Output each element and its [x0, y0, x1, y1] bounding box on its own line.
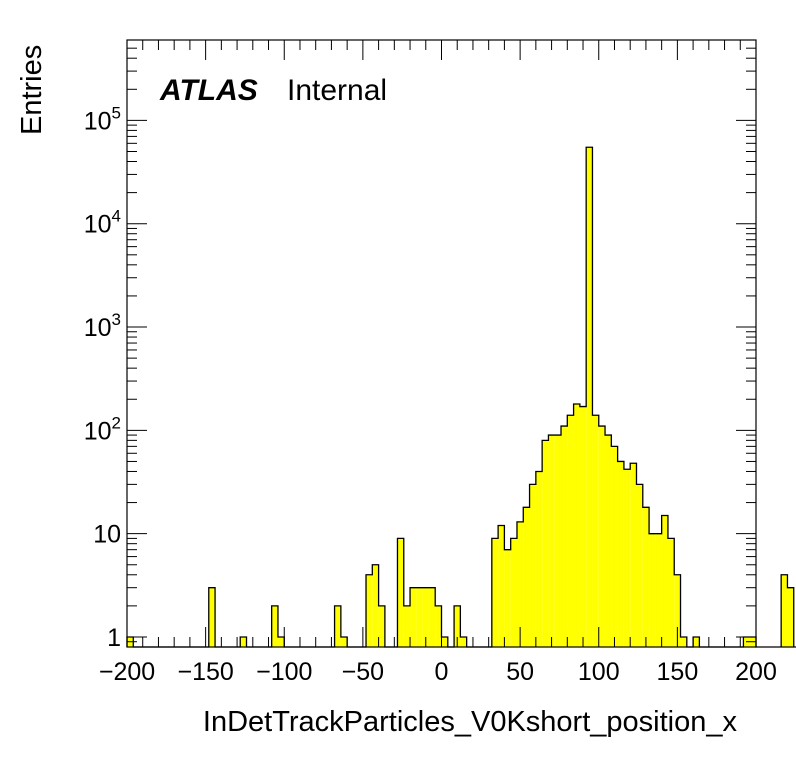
y-tick-label: 1: [107, 624, 121, 652]
histogram-bar: [535, 471, 543, 647]
histogram-bar: [661, 515, 668, 647]
histogram-bar: [403, 605, 411, 647]
histogram-bar: [454, 605, 461, 647]
histogram-bar: [674, 574, 681, 647]
histogram-bar: [579, 406, 587, 647]
histogram-bar: [787, 587, 794, 647]
histogram-outline: [126, 146, 796, 648]
histogram-bar: [510, 538, 517, 647]
histogram-bar: [410, 587, 417, 647]
histogram-bar: [422, 587, 429, 647]
axis-ticks: [126, 39, 757, 648]
histogram-bar: [372, 564, 379, 647]
histogram-bar: [460, 636, 467, 647]
x-tick-label: 200: [735, 658, 777, 686]
histogram-bar: [561, 426, 568, 647]
histogram-bar: [554, 435, 562, 647]
y-tick-label: 103: [84, 310, 121, 342]
histogram-bar: [428, 587, 436, 647]
x-axis-title: InDetTrackParticles_V0Kshort_position_x: [203, 706, 738, 738]
internal-label: Internal: [287, 74, 387, 107]
histogram-bar: [491, 538, 499, 647]
y-tick-label: 104: [84, 207, 121, 239]
histogram-bar: [605, 435, 612, 647]
x-tick-label: 100: [578, 658, 620, 686]
histogram-bar: [542, 440, 549, 647]
histogram-bar: [240, 636, 247, 647]
histogram-bar: [334, 605, 341, 647]
atlas-label: ATLAS: [159, 74, 258, 107]
x-tick-label: −200: [99, 658, 155, 686]
x-tick-label: 50: [506, 658, 534, 686]
x-tick-label: −150: [177, 658, 233, 686]
histogram-bar: [781, 574, 788, 647]
histogram-bar: [655, 533, 662, 647]
histogram-bar: [529, 484, 536, 647]
histogram-bar: [378, 605, 385, 647]
x-tick-label: 150: [657, 658, 699, 686]
histogram-bar: [516, 521, 524, 647]
histogram-bar: [636, 484, 643, 647]
x-tick-label: 0: [435, 658, 449, 686]
y-tick-label: 10: [93, 521, 121, 549]
histogram-bar: [208, 587, 216, 647]
histogram-bar: [598, 426, 606, 647]
histogram-bar: [667, 538, 675, 647]
histogram-bar: [397, 538, 404, 647]
y-tick-label: 102: [84, 413, 121, 445]
histogram-bar: [617, 461, 624, 647]
histogram-bar: [680, 636, 687, 647]
histogram-bar: [586, 147, 593, 648]
histogram-bar: [592, 415, 599, 647]
histogram-bar: [435, 605, 442, 647]
y-tick-label: 105: [84, 103, 121, 135]
x-tick-label: −50: [342, 658, 384, 686]
histogram-bar: [416, 587, 423, 647]
histogram-bar: [693, 636, 700, 647]
histogram-bar: [441, 636, 448, 647]
histogram-bar: [498, 525, 505, 647]
histogram-bars: [126, 146, 796, 648]
histogram-bar: [642, 507, 650, 647]
y-axis-title: Entries: [16, 45, 48, 135]
histogram-bar: [271, 605, 278, 647]
histogram-bar: [504, 549, 511, 647]
histogram-bar: [548, 435, 555, 647]
histogram-bar: [340, 636, 348, 647]
x-tick-labels: −200 −150 −100 −50 0 50 100 150 200: [99, 658, 777, 686]
histogram-bar: [611, 446, 618, 647]
histogram-bar: [523, 507, 530, 647]
histogram-bar: [623, 469, 631, 647]
x-tick-label: −100: [256, 658, 312, 686]
histogram-bar: [567, 415, 574, 647]
histogram-bar: [277, 636, 285, 647]
histogram-bar: [366, 574, 373, 647]
y-tick-labels: 1 10 102 103 104 105: [84, 103, 121, 652]
histogram-bar: [649, 533, 656, 647]
histogram-bar: [630, 463, 637, 647]
histogram-bar: [573, 403, 580, 647]
